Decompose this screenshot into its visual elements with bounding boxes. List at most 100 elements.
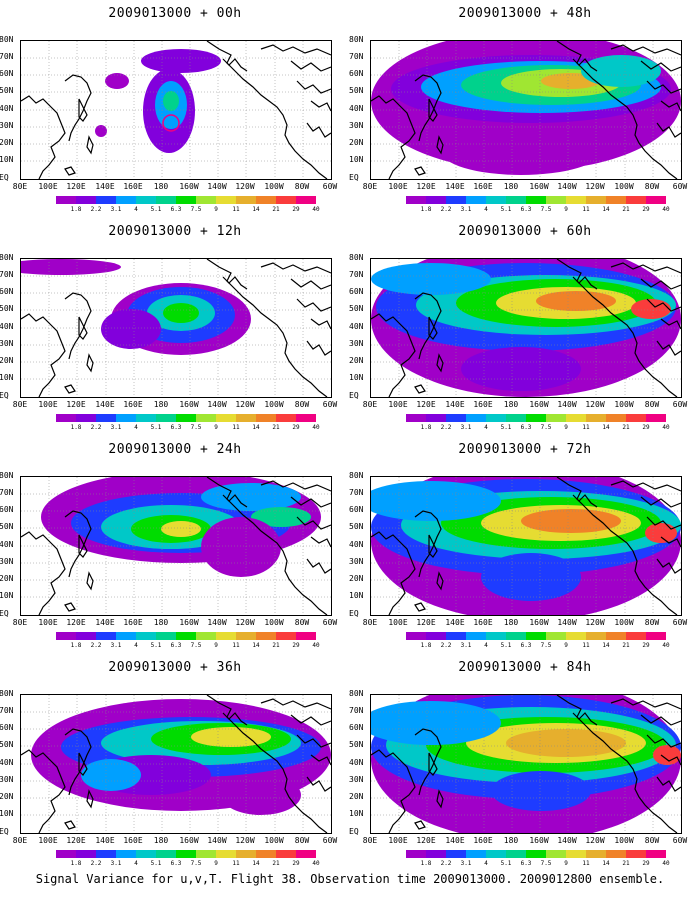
colorbar-swatch (546, 632, 566, 640)
colorbar-swatch (646, 850, 666, 858)
lon-label: 140W (207, 618, 227, 627)
lat-label: 80N (349, 35, 364, 44)
lat-label: 80N (0, 35, 14, 44)
lon-label: 140W (557, 836, 577, 845)
coastline (21, 95, 66, 179)
coastline (656, 776, 681, 792)
colorbar-label: 4 (484, 860, 488, 867)
colorbar-label: 2.2 (440, 860, 452, 867)
coastline (21, 749, 66, 833)
coastline (64, 384, 76, 394)
colorbar-swatch (406, 196, 426, 204)
colorbar-swatch (586, 850, 606, 858)
variance-contour (581, 55, 661, 87)
coastline (222, 494, 248, 508)
lon-label: 140E (445, 618, 465, 627)
coastline (222, 276, 248, 290)
colorbar-swatch (256, 632, 276, 640)
coastline (306, 558, 331, 574)
coastline (21, 531, 66, 615)
lon-label: 100W (264, 618, 284, 627)
colorbar-label: 40 (312, 642, 320, 649)
colorbar-swatch (256, 196, 276, 204)
colorbar-label: 4 (134, 206, 138, 213)
colorbar-label: 29 (292, 424, 300, 431)
colorbar-swatch (256, 850, 276, 858)
lon-label: 120W (235, 618, 255, 627)
colorbar-swatch (236, 196, 256, 204)
colorbar-label: 40 (662, 424, 670, 431)
colorbar-label: 11 (232, 860, 240, 867)
lat-label: 40N (0, 104, 14, 113)
colorbar-label: 40 (662, 206, 670, 213)
coastline (656, 122, 681, 138)
coastline (646, 80, 681, 94)
lon-label: 140W (557, 182, 577, 191)
colorbar-swatch (96, 632, 116, 640)
colorbar-swatch (156, 850, 176, 858)
colorbar-label: 1.8 (70, 206, 82, 213)
colorbar-label: 9 (564, 206, 568, 213)
colorbar (56, 196, 316, 204)
panel-title: 2009013000 + 48h (458, 6, 592, 21)
colorbar-swatch (136, 632, 156, 640)
lon-label: 120E (66, 836, 86, 845)
coastline (296, 80, 331, 94)
colorbar-swatch (566, 414, 586, 422)
colorbar-label: 40 (662, 642, 670, 649)
map-canvas (21, 695, 331, 833)
colorbar-label: 7.5 (540, 860, 552, 867)
coastline (296, 734, 331, 748)
map-canvas (21, 41, 331, 179)
colorbar-label: 5.1 (150, 860, 162, 867)
colorbar-label: 1.8 (70, 642, 82, 649)
coastline (640, 278, 681, 290)
coastline (436, 353, 444, 373)
lon-label: 60W (322, 618, 338, 627)
lon-label: 80W (294, 182, 310, 191)
lat-label: 50N (349, 304, 364, 313)
colorbar-label: 11 (232, 424, 240, 431)
colorbar-swatch (56, 196, 76, 204)
lat-label: 20N (0, 138, 14, 147)
colorbar-swatch (406, 414, 426, 422)
colorbar-swatch (96, 850, 116, 858)
lon-label: 120W (235, 836, 255, 845)
lat-label: 40N (0, 758, 14, 767)
lat-label: 20N (0, 574, 14, 583)
lon-label: 80W (644, 618, 660, 627)
lon-label: 60W (672, 618, 688, 627)
colorbar-swatch (116, 414, 136, 422)
colorbar-swatch (446, 632, 466, 640)
variance-contour (141, 49, 221, 73)
colorbar-swatch (256, 414, 276, 422)
colorbar-swatch (116, 850, 136, 858)
colorbar-label: 1.8 (420, 860, 432, 867)
colorbar-label: 11 (582, 642, 590, 649)
coastline (64, 292, 92, 360)
lon-label: 100W (264, 182, 284, 191)
colorbar-label: 1.8 (70, 860, 82, 867)
coastline (572, 58, 598, 72)
lon-label: 180 (503, 618, 519, 627)
coastline (414, 602, 426, 612)
coastline (310, 100, 331, 112)
coastline (646, 298, 681, 312)
lon-label: 160E (473, 618, 493, 627)
coastline (660, 754, 681, 766)
colorbar-label: 14 (252, 206, 260, 213)
colorbar-label: 29 (642, 424, 650, 431)
colorbar-label: 6.3 (170, 206, 182, 213)
lon-label: 120W (585, 400, 605, 409)
colorbar-label: 29 (642, 642, 650, 649)
colorbar-swatch (586, 632, 606, 640)
lat-label: 50N (0, 86, 14, 95)
coastline (640, 496, 681, 508)
colorbar-label: 14 (602, 424, 610, 431)
map-panel: 2009013000 + 72h 80N 70N 60N 50N 40N 30N 20N 10N… (349, 436, 700, 660)
coastline (290, 60, 331, 72)
lat-label: 10N (349, 809, 364, 818)
lon-label: 120W (585, 836, 605, 845)
coastline (414, 510, 442, 578)
colorbar-swatch (296, 196, 316, 204)
